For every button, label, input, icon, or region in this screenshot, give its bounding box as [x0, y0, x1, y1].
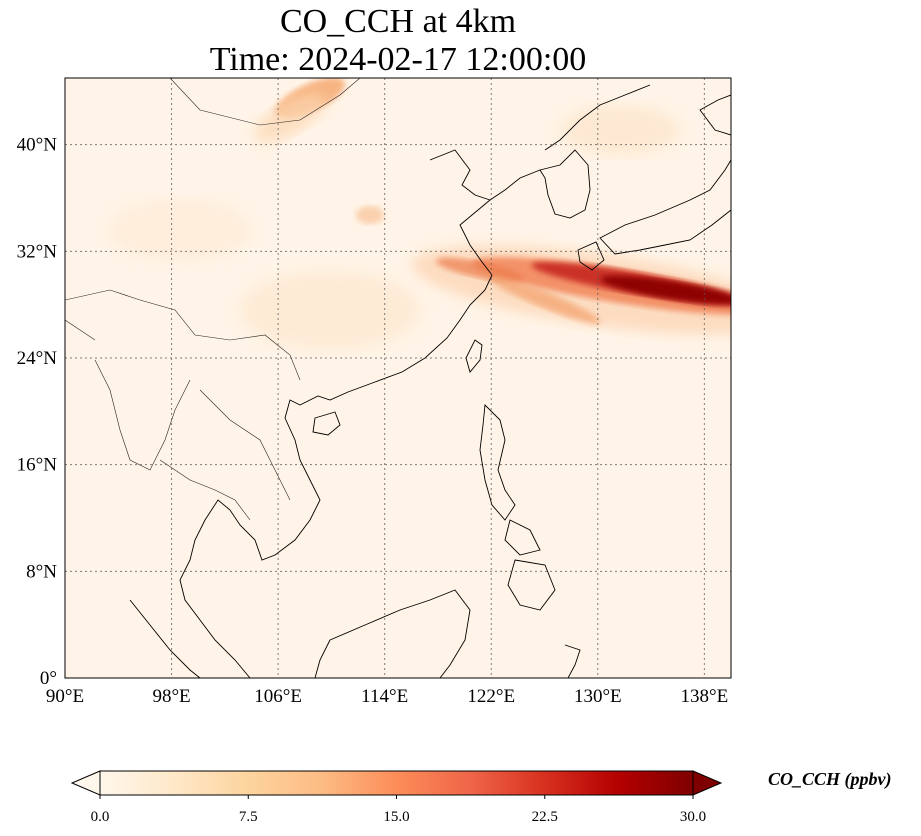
faint-patch — [560, 105, 680, 155]
longitude-axis: 90°E 98°E 106°E 114°E 122°E 130°E 138°E — [46, 686, 728, 707]
coastline-mainland — [179, 149, 493, 678]
lon-tick-label: 106°E — [254, 686, 302, 707]
border-india — [65, 319, 96, 341]
colorbar-min-extension — [70, 770, 101, 796]
map-background — [65, 78, 731, 678]
plume-band-core — [600, 275, 731, 305]
border-thailand — [159, 459, 251, 521]
lat-tick-label: 40°N — [17, 135, 58, 156]
colorbar-label: CO_CCH (ppbv) — [768, 769, 892, 789]
colorbar-tick-label: 22.5 — [532, 809, 558, 825]
coastlines — [129, 84, 731, 678]
map-area — [64, 77, 732, 679]
coastline-visayas — [504, 519, 541, 556]
plume-north-halo — [254, 93, 326, 143]
coastline-hainan — [312, 411, 341, 436]
faint-patch — [240, 270, 420, 350]
colorbar-tick-label: 0.0 — [91, 809, 110, 825]
lat-tick-label: 16°N — [17, 455, 58, 476]
latitude-axis: 0° 8°N 16°N 24°N 32°N 40°N — [17, 135, 58, 689]
plume-band-west — [435, 257, 525, 283]
border-laos-vietnam — [199, 389, 291, 501]
coastline-japan-honshu — [599, 159, 731, 255]
lon-tick-label: 130°E — [574, 686, 622, 707]
colorbar-tick-label: 15.0 — [383, 809, 409, 825]
lon-tick-label: 90°E — [46, 686, 84, 707]
colorbar: 0.0 7.5 15.0 22.5 30.0 — [70, 770, 723, 825]
plume-central — [356, 206, 384, 224]
map-frame — [64, 77, 732, 679]
border-china-west — [65, 289, 301, 381]
coastline-taiwan — [465, 339, 483, 373]
lon-tick-label: 122°E — [467, 686, 515, 707]
lat-tick-label: 32°N — [17, 241, 58, 262]
map-title: CO_CCH at 4km — [279, 3, 517, 40]
coastline-sumatra — [129, 599, 201, 678]
border-mongolia — [169, 78, 361, 126]
lat-tick-label: 0° — [40, 668, 57, 689]
map-subtitle-time: Time: 2024-02-17 12:00:00 — [209, 41, 587, 78]
colorbar-max-extension — [692, 770, 723, 796]
coastline-japan-hokkaido — [699, 94, 731, 136]
coastline-luzon — [479, 404, 516, 521]
gridlines — [65, 78, 731, 678]
lat-tick-label: 8°N — [26, 561, 57, 582]
colorbar-gradient — [99, 770, 694, 796]
colorbar-tick-label: 7.5 — [239, 809, 258, 825]
lon-tick-label: 98°E — [152, 686, 190, 707]
lon-tick-label: 138°E — [681, 686, 729, 707]
coastline-korea — [539, 149, 591, 219]
concentration-field — [110, 78, 731, 350]
lat-tick-label: 24°N — [17, 348, 58, 369]
coastline-borneo — [314, 589, 471, 678]
coastline-mindanao — [507, 559, 556, 611]
plume-band-south — [489, 276, 601, 324]
faint-patch — [110, 200, 250, 260]
coastline-sulawesi — [564, 644, 581, 678]
colorbar-ticks: 0.0 7.5 15.0 22.5 30.0 — [91, 795, 706, 825]
lon-tick-label: 114°E — [361, 686, 408, 707]
coastline-northeast — [489, 84, 651, 201]
colorbar-tick-label: 30.0 — [680, 809, 706, 825]
